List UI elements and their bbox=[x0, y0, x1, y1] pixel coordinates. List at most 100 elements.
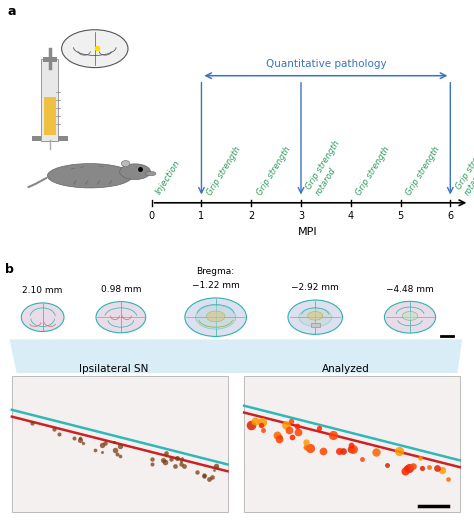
Point bbox=[273, 432, 281, 440]
Text: Quantitative pathology: Quantitative pathology bbox=[265, 59, 386, 69]
Ellipse shape bbox=[119, 164, 151, 179]
Point bbox=[329, 431, 337, 439]
Point bbox=[409, 462, 416, 470]
Text: −2.92 mm: −2.92 mm bbox=[292, 283, 339, 292]
Text: 2: 2 bbox=[248, 212, 255, 222]
Point bbox=[347, 445, 355, 453]
Point bbox=[98, 448, 106, 457]
Point bbox=[275, 434, 283, 443]
Point bbox=[335, 447, 343, 455]
Point bbox=[70, 434, 77, 442]
Text: 0.98 mm: 0.98 mm bbox=[100, 285, 141, 294]
Point bbox=[167, 456, 175, 464]
Point bbox=[200, 472, 208, 480]
Text: a: a bbox=[7, 5, 16, 18]
Point bbox=[302, 438, 310, 447]
Ellipse shape bbox=[121, 161, 130, 166]
Point bbox=[161, 458, 169, 466]
Point bbox=[307, 444, 314, 452]
Bar bbox=[244, 375, 460, 512]
Text: Grip strength: Grip strength bbox=[404, 145, 441, 197]
Ellipse shape bbox=[47, 164, 133, 188]
Point bbox=[201, 471, 208, 479]
Point bbox=[80, 439, 87, 447]
Point bbox=[405, 464, 413, 473]
Text: Grip strength: Grip strength bbox=[355, 145, 392, 197]
Point bbox=[110, 438, 118, 446]
Point bbox=[258, 418, 266, 426]
Point bbox=[116, 442, 123, 450]
Point bbox=[171, 462, 179, 470]
Point bbox=[349, 445, 356, 453]
Point bbox=[288, 433, 296, 441]
Point bbox=[177, 460, 184, 469]
Text: Grip strength
rotarod: Grip strength rotarod bbox=[454, 139, 474, 197]
Point bbox=[373, 448, 380, 456]
Polygon shape bbox=[9, 339, 462, 373]
Point bbox=[209, 473, 216, 481]
Point bbox=[76, 434, 84, 442]
Point bbox=[91, 446, 99, 454]
Text: Ipsilateral SN: Ipsilateral SN bbox=[79, 365, 148, 374]
Point bbox=[113, 450, 120, 458]
Bar bbox=[44, 97, 56, 135]
Ellipse shape bbox=[402, 311, 418, 320]
Text: Analyzed: Analyzed bbox=[322, 365, 370, 374]
Point bbox=[402, 464, 410, 473]
Point bbox=[395, 447, 403, 455]
Point bbox=[286, 425, 293, 434]
Point bbox=[433, 464, 441, 473]
Ellipse shape bbox=[384, 301, 436, 333]
Ellipse shape bbox=[288, 300, 343, 334]
Point bbox=[116, 451, 124, 460]
Point bbox=[55, 430, 63, 438]
Text: b: b bbox=[5, 263, 14, 276]
Point bbox=[76, 435, 84, 444]
Text: 3: 3 bbox=[298, 212, 304, 222]
Ellipse shape bbox=[299, 308, 332, 327]
Point bbox=[98, 441, 106, 450]
Point bbox=[178, 453, 185, 462]
Ellipse shape bbox=[96, 302, 146, 333]
Bar bbox=[12, 375, 228, 512]
Text: 0: 0 bbox=[149, 212, 155, 222]
Point bbox=[273, 431, 281, 439]
Ellipse shape bbox=[185, 298, 246, 336]
Point bbox=[159, 456, 167, 464]
Point bbox=[162, 449, 170, 458]
Bar bbox=[43, 57, 57, 62]
Point bbox=[347, 440, 355, 449]
Point bbox=[212, 462, 219, 471]
Bar bbox=[58, 136, 68, 141]
Text: 4: 4 bbox=[348, 212, 354, 222]
Ellipse shape bbox=[207, 311, 225, 322]
Text: 2.10 mm: 2.10 mm bbox=[22, 286, 63, 295]
Point bbox=[319, 447, 327, 456]
Point bbox=[252, 417, 259, 425]
Point bbox=[259, 426, 266, 434]
Point bbox=[177, 457, 185, 465]
Point bbox=[383, 461, 391, 470]
Point bbox=[294, 428, 301, 437]
Point bbox=[28, 419, 36, 427]
Point bbox=[293, 422, 301, 430]
Point bbox=[315, 424, 323, 433]
Point bbox=[444, 475, 452, 484]
Text: 5: 5 bbox=[397, 212, 404, 222]
Ellipse shape bbox=[146, 172, 156, 176]
Point bbox=[149, 460, 156, 468]
Circle shape bbox=[62, 30, 128, 68]
Text: 1: 1 bbox=[199, 212, 204, 222]
Text: Injection: Injection bbox=[154, 159, 182, 196]
Point bbox=[401, 467, 409, 475]
Point bbox=[339, 447, 347, 456]
Point bbox=[205, 475, 212, 483]
Text: Grip strength: Grip strength bbox=[205, 145, 242, 197]
Point bbox=[210, 466, 218, 474]
Ellipse shape bbox=[196, 305, 236, 329]
Point bbox=[418, 463, 426, 472]
Point bbox=[181, 462, 188, 471]
Point bbox=[247, 421, 255, 430]
Point bbox=[101, 439, 109, 447]
Point bbox=[439, 465, 447, 474]
